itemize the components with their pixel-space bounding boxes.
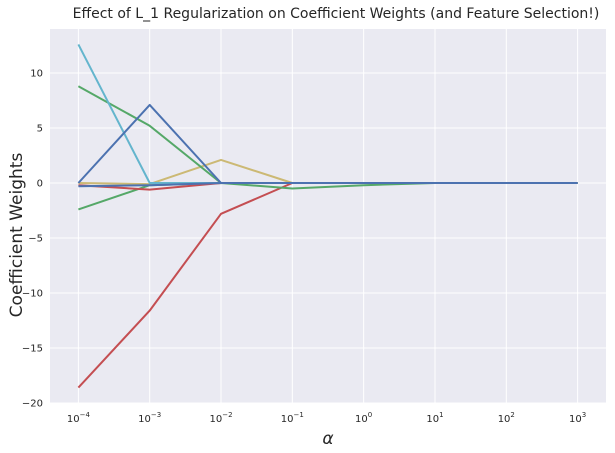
x-tick-label: 101 <box>426 411 443 425</box>
series-line-8 <box>77 103 578 184</box>
y-tick-label: −10 <box>22 289 43 300</box>
y-tick-label: −20 <box>22 399 43 410</box>
x-tick-label: 100 <box>355 411 372 425</box>
chart-title: Effect of L_1 Regularization on Coeffici… <box>73 6 600 22</box>
x-tick-labels: 10−4 10−3 10−2 10−1 100 101 102 103 <box>67 411 586 425</box>
x-tick-label: 103 <box>569 411 586 425</box>
y-tick-label: 0 <box>37 179 43 190</box>
x-tick-label: 10−1 <box>281 411 304 425</box>
x-tick-label: 10−2 <box>209 411 232 425</box>
y-axis-label: Coefficient Weights <box>7 153 27 318</box>
y-tick-label: −15 <box>22 344 43 355</box>
y-tick-label: 10 <box>30 69 43 80</box>
plot-area <box>50 29 606 403</box>
x-tick-label: 102 <box>498 411 515 425</box>
x-tick-label: 10−4 <box>67 411 91 425</box>
x-tick-label: 10−3 <box>138 411 161 425</box>
x-axis-label: α <box>322 429 333 449</box>
y-tick-label: 5 <box>37 124 43 135</box>
series-lines <box>77 43 578 389</box>
y-tick-label: −5 <box>28 234 43 245</box>
grid <box>50 29 606 404</box>
y-tick-labels: −20 −15 −10 −5 0 5 10 <box>22 69 43 410</box>
